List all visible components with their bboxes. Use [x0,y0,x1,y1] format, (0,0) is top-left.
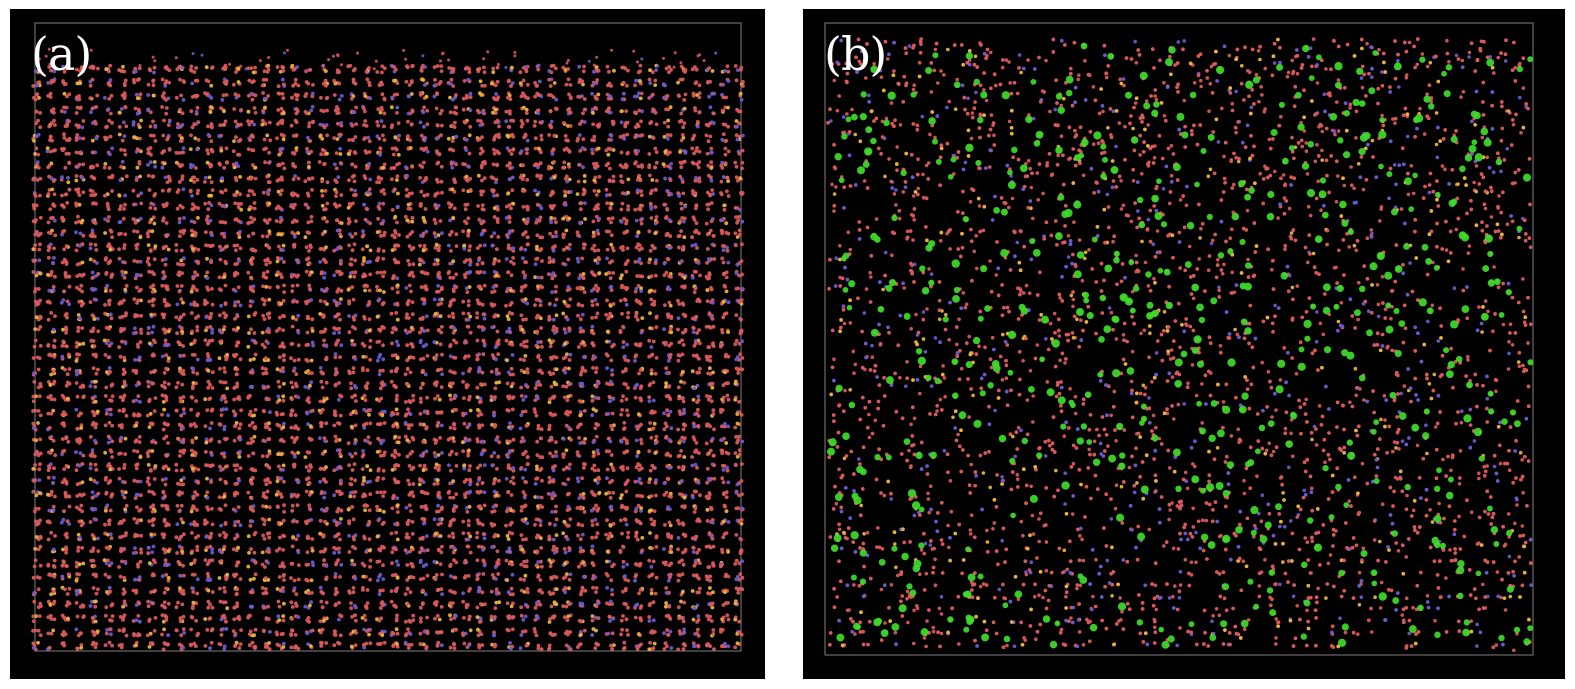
panel-a-label: (a) [31,27,92,81]
panel-a-atoms [31,47,745,652]
panel-a: (a) [10,9,765,679]
panel-a-simulation-box [34,22,742,652]
panel-b-atoms [826,37,1534,653]
panel-a-atom-plot [31,22,745,652]
panel-b-label: (b) [824,27,887,81]
panel-b-simulation-box [824,22,1534,656]
panel-b-atom-plot [824,22,1534,656]
panel-b: (b) [803,9,1565,679]
